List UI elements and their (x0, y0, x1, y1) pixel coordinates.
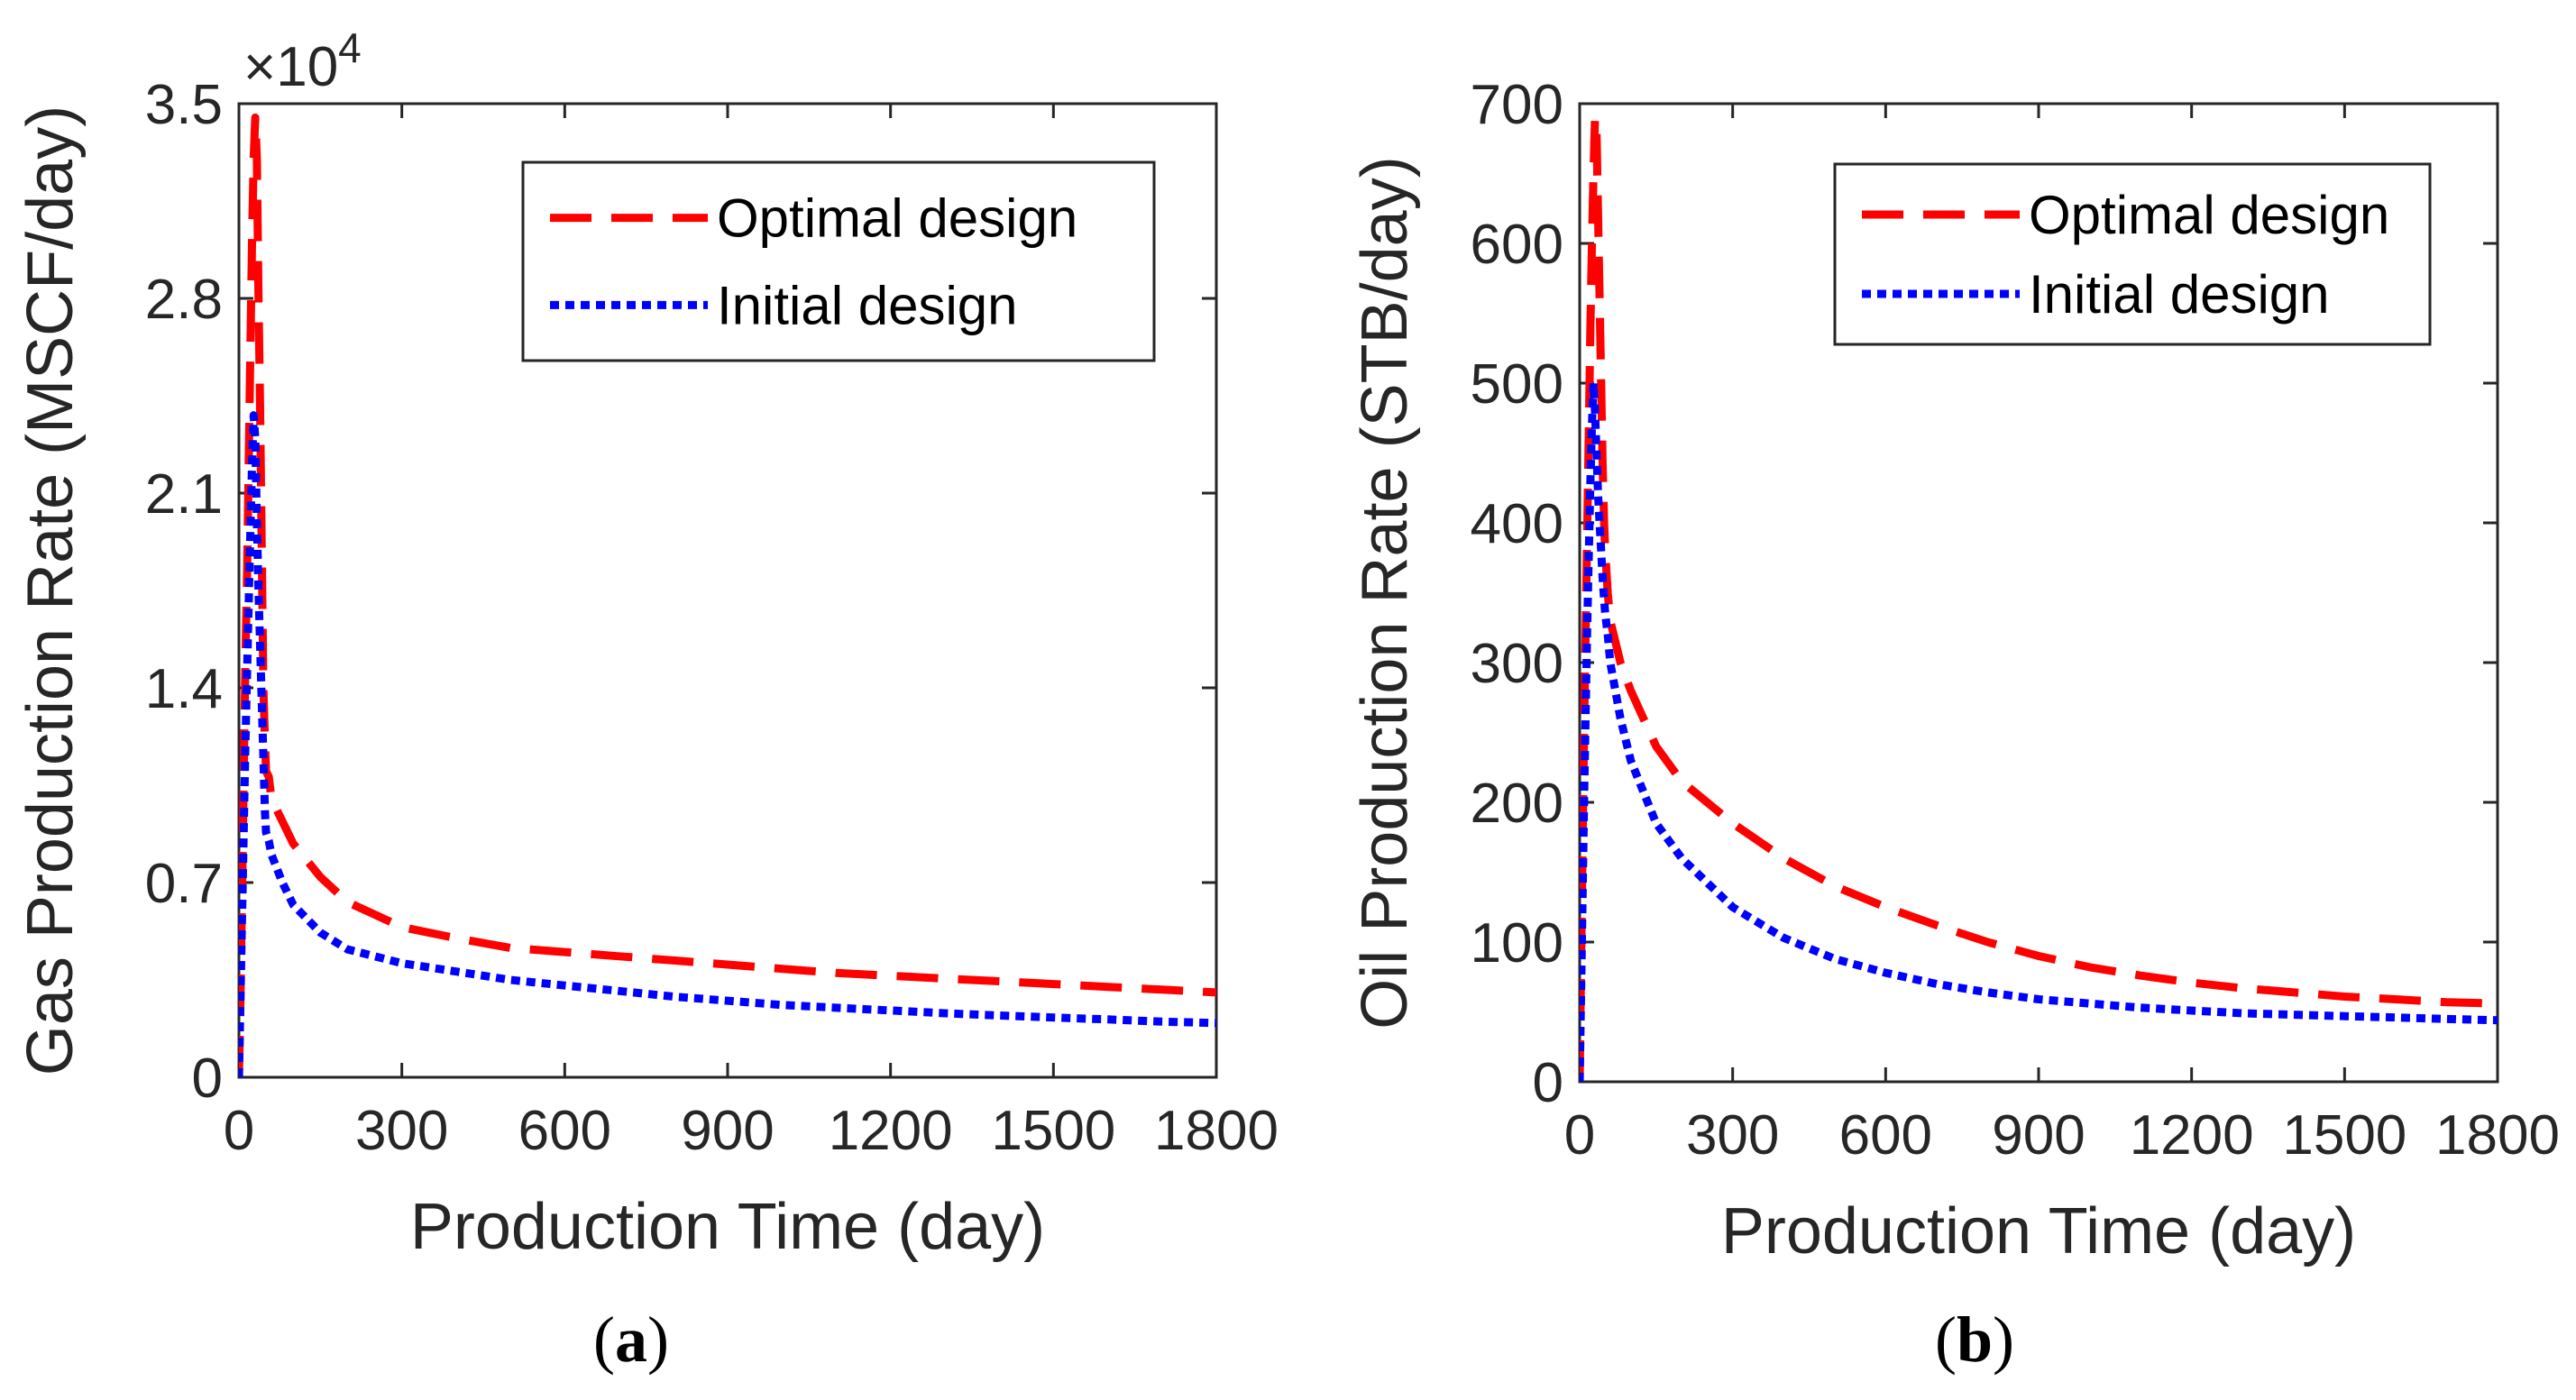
panel-b-legend-label-initial-design: Initial design (2029, 264, 2330, 325)
panel-a-series-initial-design-line (239, 411, 1216, 1077)
panel-a-y-multiplier-exponent: 4 (338, 24, 362, 71)
panel-a-y-tick-label: 3.5 (145, 74, 223, 136)
panel-b-x-tick-label: 0 (1564, 1104, 1595, 1167)
panel-b-panel-label-close: ) (1993, 1304, 2014, 1376)
panel-b-x-tick-label: 600 (1839, 1104, 1932, 1167)
panel-a-x-tick-label: 600 (518, 1100, 611, 1162)
panel-a-y-tick-label: 0 (192, 1048, 223, 1110)
panel-b-x-axis-title: Production Time (day) (1721, 1195, 2356, 1267)
panel-a-y-tick-label: 0.7 (145, 853, 223, 915)
panel-a-panel-label: (a) (593, 1304, 669, 1376)
panel-a-x-tick-label: 900 (681, 1100, 774, 1162)
panel-a-x-tick-label: 0 (224, 1100, 254, 1162)
panel-b-x-tick-label: 900 (1992, 1104, 2085, 1167)
panel-a-y-tick-label: 1.4 (145, 658, 223, 720)
panel-a-chart: 0 300 600 900 1200 1500 180000.71.42.12.83.5×1… (14, 24, 1279, 1376)
panel-b-x-tick-label: 1200 (2130, 1104, 2254, 1167)
panel-b-x-tick-label: 1500 (2282, 1104, 2406, 1167)
panel-b-x-tick-label: 1800 (2435, 1104, 2560, 1167)
panel-a-panel-label-close: ) (647, 1304, 669, 1376)
panel-a-y-tick-label: 2.1 (145, 463, 223, 526)
panel-a-x-tick-label: 1500 (991, 1100, 1115, 1162)
panel-a-panel-label-open: ( (593, 1304, 615, 1376)
panel-b-chart: 0 300 600 900 1200 1500 1800 0 100 200 300 400 500 60… (1349, 74, 2560, 1376)
panel-b-y-tick-label: 0 (1533, 1052, 1563, 1114)
panel-b-x-tick-label: 300 (1686, 1104, 1779, 1167)
panel-b-y-tick-label: 600 (1471, 214, 1563, 276)
panel-b-y-tick-label: 400 (1471, 493, 1563, 555)
panel-b-panel-label-open: ( (1935, 1304, 1957, 1376)
panel-b-y-tick-label: 100 (1471, 912, 1563, 975)
panel-b-series-optimal-design-line (1580, 114, 2498, 1082)
panel-b-panel-label: (b) (1935, 1304, 2014, 1376)
panel-a-x-axis-title: Production Time (day) (410, 1191, 1045, 1263)
panel-a-x-tick-label: 300 (355, 1100, 448, 1162)
panel-a-y-axis-title: Gas Production Rate (MSCF/day) (14, 105, 87, 1075)
panel-b-legend-label-optimal-design: Optimal design (2029, 185, 2389, 245)
panel-a-legend-label-optimal-design: Optimal design (717, 188, 1077, 249)
panel-a-y-tick-label: 2.8 (145, 269, 223, 331)
panel-b-y-tick-label: 700 (1471, 74, 1563, 136)
panel-b-panel-label-letter: b (1957, 1304, 1993, 1376)
panel-a-panel-label-letter: a (615, 1304, 647, 1376)
panel-b-y-tick-label: 200 (1471, 773, 1563, 835)
panel-a-series-optimal-design-line (239, 113, 1216, 1077)
panel-a-x-tick-label: 1200 (829, 1100, 953, 1162)
panel-b-y-tick-label: 300 (1471, 633, 1563, 695)
panel-b-legend-box (1833, 162, 2432, 346)
panel-a-legend-label-initial-design: Initial design (717, 275, 1018, 335)
panel-a-x-tick-label: 1800 (1154, 1100, 1279, 1162)
panel-a-legend-box (521, 160, 1156, 362)
panel-b-y-axis-title: Oil Production Rate (STB/day) (1349, 156, 1421, 1029)
panel-b-y-tick-label: 500 (1471, 353, 1563, 416)
